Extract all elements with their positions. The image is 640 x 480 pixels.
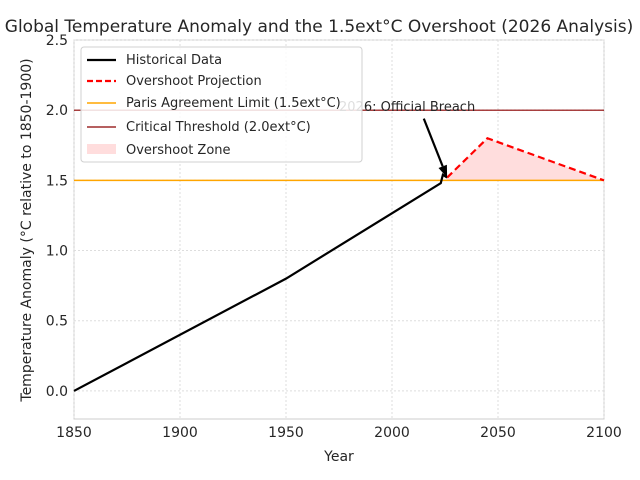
x-tick-label: 2000 xyxy=(374,425,410,441)
legend-label-projection: Overshoot Projection xyxy=(126,74,262,89)
overshoot-zone-fill xyxy=(447,138,604,181)
y-tick-label: 1.0 xyxy=(46,244,68,260)
legend-label-historical: Historical Data xyxy=(126,53,222,68)
legend-label-paris: Paris Agreement Limit (1.5ext°C) xyxy=(126,96,341,111)
annotation-arrow xyxy=(422,118,448,178)
annotation-text: 2026: Official Breach xyxy=(339,100,475,115)
y-tick-label: 0.5 xyxy=(46,314,68,330)
y-axis-label: Temperature Anomaly (°C relative to 1850… xyxy=(19,58,35,402)
x-tick-label: 1900 xyxy=(162,425,198,441)
y-tick-label: 0.0 xyxy=(46,384,68,400)
x-tick-label: 2050 xyxy=(480,425,516,441)
legend: Historical Data Overshoot Projection Par… xyxy=(80,46,363,163)
overshoot-projection-line xyxy=(446,136,605,182)
y-tick-label: 1.5 xyxy=(46,173,68,189)
y-tick-label: 2.0 xyxy=(46,103,68,119)
legend-label-overshoot-zone: Overshoot Zone xyxy=(126,143,231,158)
y-tick-label: 2.5 xyxy=(46,33,68,49)
chart-title: Global Temperature Anomaly and the 1.5ex… xyxy=(5,17,633,37)
historical-data-line xyxy=(73,172,448,392)
x-tick-label: 1950 xyxy=(268,425,304,441)
legend-label-critical: Critical Threshold (2.0ext°C) xyxy=(126,120,311,135)
x-axis-label: Year xyxy=(323,449,354,465)
x-tick-label: 1850 xyxy=(56,425,92,441)
x-tick-label: 2100 xyxy=(586,425,622,441)
legend-swatch-overshoot-zone xyxy=(87,144,116,154)
